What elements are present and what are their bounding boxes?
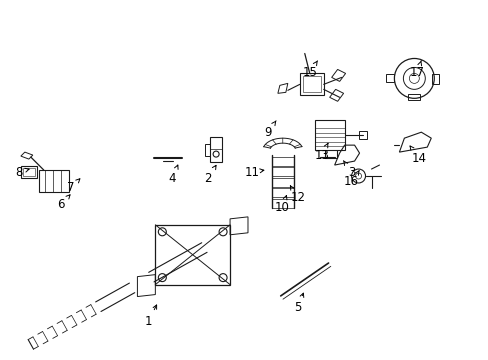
Text: 6: 6 [57,195,70,211]
Text: 15: 15 [302,61,317,79]
Text: 2: 2 [204,165,216,185]
Text: 10: 10 [274,195,289,215]
Text: 3: 3 [343,161,355,179]
Bar [210,137,222,162]
Bar [205,144,210,156]
Text: 17: 17 [409,60,424,79]
Bar [271,167,293,176]
Text: 12: 12 [290,186,305,204]
Bar [431,75,438,84]
Bar [271,199,293,208]
Bar [314,120,344,150]
Bar [39,170,68,192]
Bar [271,188,293,197]
Bar [299,73,323,95]
Text: 7: 7 [67,179,80,194]
Text: 13: 13 [314,143,328,162]
Text: 9: 9 [264,121,276,139]
Text: 11: 11 [244,166,264,179]
Bar [271,178,293,187]
Text: 14: 14 [409,146,426,165]
Bar [386,75,394,82]
Bar [155,225,229,285]
Bar [407,94,420,100]
Text: 16: 16 [344,170,359,189]
Bar [23,168,35,176]
Text: 4: 4 [168,165,178,185]
Bar [358,131,366,139]
Bar [21,166,37,178]
Text: 1: 1 [144,305,156,328]
Text: 8: 8 [15,166,29,179]
Bar [271,157,293,166]
Text: 5: 5 [293,293,303,314]
Bar [302,76,320,92]
